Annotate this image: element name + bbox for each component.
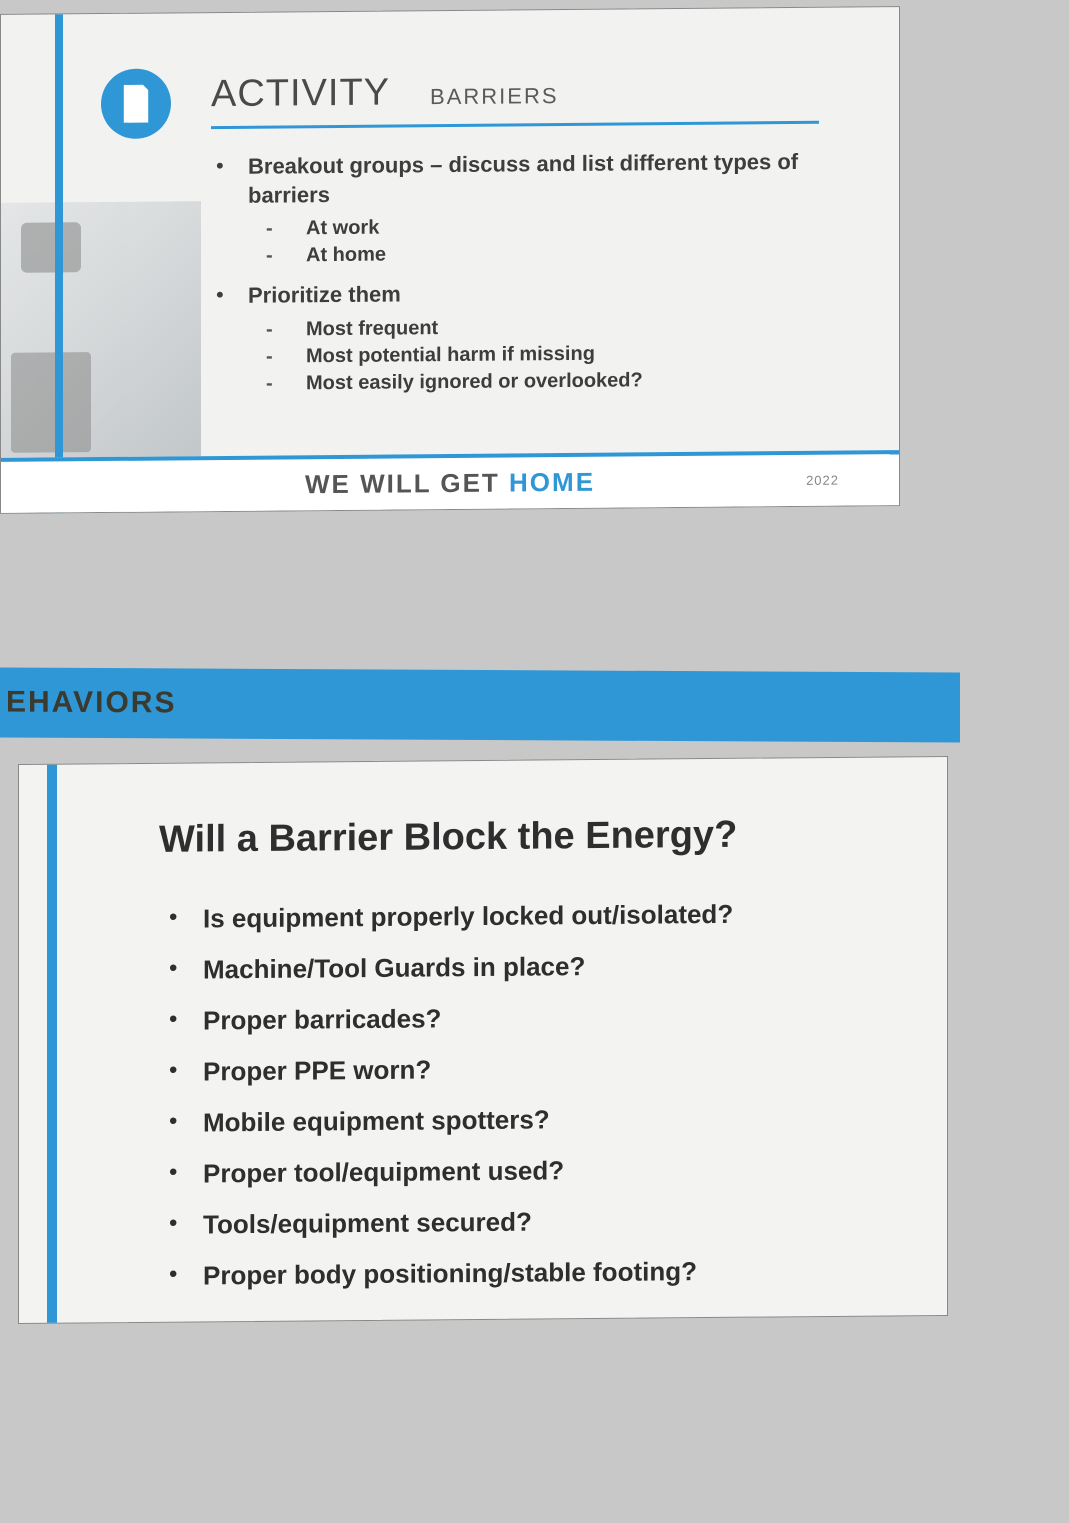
list-item: Tools/equipment secured? (169, 1203, 907, 1240)
slide1-sub-bullet: Most potential harm if missing (266, 341, 799, 369)
list-item: Mobile equipment spotters? (169, 1101, 907, 1138)
list-item: Machine/Tool Guards in place? (169, 948, 907, 985)
slide1-sub-bullet: At home (266, 240, 799, 268)
slide1-title-sub: BARRIERS (430, 83, 558, 110)
banner-text: EHAVIORS (6, 686, 176, 721)
slide1-title-row: ACTIVITY BARRIERS (211, 68, 819, 129)
footer-accent: HOME (509, 467, 595, 498)
bullet-text: Prioritize them (248, 277, 799, 310)
footer-prefix: WE WILL GET (305, 467, 509, 499)
slide1-bullet: Prioritize them Most frequent Most poten… (216, 277, 799, 396)
slide2-title: Will a Barrier Block the Energy? (159, 812, 907, 862)
slide2-accent-bar (47, 765, 57, 1323)
slide1-body: Breakout groups – discuss and list diffe… (216, 148, 799, 410)
footer-slogan: WE WILL GET HOME (305, 467, 595, 501)
list-item: Proper PPE worn? (169, 1050, 907, 1087)
slide1-bullet: Breakout groups – discuss and list diffe… (216, 148, 799, 268)
slide1-title-main: ACTIVITY (211, 72, 390, 117)
slide-barrier-energy: Will a Barrier Block the Energy? Is equi… (18, 756, 948, 1324)
slide1-sub-bullet: Most easily ignored or overlooked? (266, 368, 799, 396)
slide1-sub-bullet: At work (266, 213, 799, 241)
slide-activity: ACTIVITY BARRIERS Breakout groups – disc… (0, 6, 900, 514)
list-item: Is equipment properly locked out/isolate… (169, 897, 907, 934)
document-icon (101, 68, 171, 139)
list-item: Proper body positioning/stable footing? (169, 1254, 907, 1291)
list-item: Proper tool/equipment used? (169, 1152, 907, 1189)
footer-year: 2022 (806, 473, 839, 488)
behaviors-banner: EHAVIORS (0, 667, 960, 742)
list-item: Proper barricades? (169, 999, 907, 1036)
bullet-text: Breakout groups – discuss and list diffe… (248, 148, 799, 210)
slide2-list: Is equipment properly locked out/isolate… (169, 897, 907, 1311)
slide1-decor-bg (1, 201, 201, 463)
slide1-sub-bullet: Most frequent (266, 314, 799, 342)
slide1-footer: WE WILL GET HOME 2022 (1, 450, 899, 513)
slide1-accent-bar (55, 14, 63, 512)
